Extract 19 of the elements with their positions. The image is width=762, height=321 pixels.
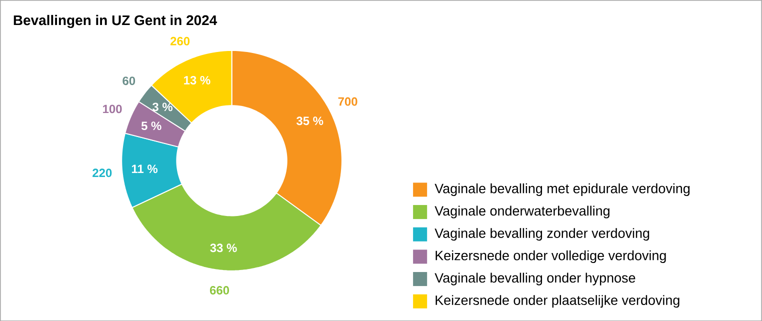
data-label: 260	[170, 36, 190, 46]
text: 11 %	[132, 164, 158, 173]
text: 3 %	[152, 102, 173, 112]
legend-label: Keizersnede onder volledige verdoving	[436, 250, 666, 263]
text: 13 %	[184, 76, 210, 84]
text: 5 %	[141, 121, 162, 130]
legend-label: Keizersnede onder plaatselijke verdoving	[436, 294, 680, 308]
legend-label: Vaginale bevalling met epidurale verdoving	[434, 183, 690, 196]
text: 33 %	[210, 244, 237, 252]
legend-label: Vaginale onderwaterbevalling	[434, 206, 610, 218]
data-label: 660	[210, 286, 230, 294]
data-label: 220	[92, 168, 112, 177]
legend-label: Vaginale bevalling onder hypnose	[434, 272, 636, 286]
legend-label: Vaginale bevalling zonder verdoving	[434, 228, 650, 241]
data-label: 60	[122, 76, 136, 85]
chart-title: Bevallingen in UZ Gent in 2024	[14, 14, 218, 28]
data-label: 700	[338, 97, 358, 106]
data-label: 100	[103, 104, 122, 114]
text: 35 %	[296, 116, 324, 125]
